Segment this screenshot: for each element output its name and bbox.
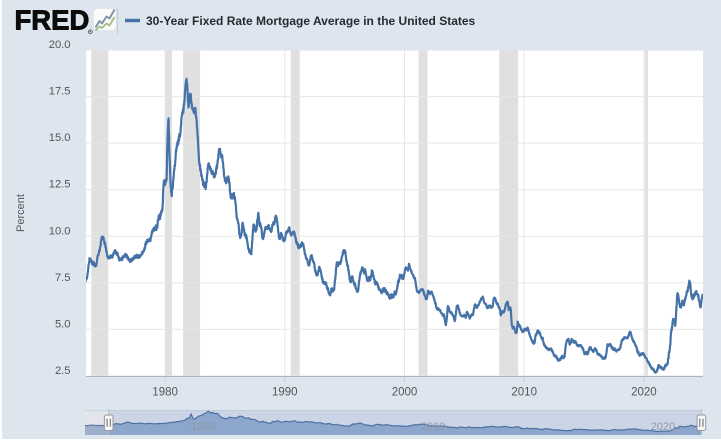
svg-text:2.5: 2.5: [55, 365, 71, 377]
svg-text:2020: 2020: [631, 387, 657, 399]
svg-text:17.5: 17.5: [49, 86, 71, 98]
svg-text:1990: 1990: [272, 387, 298, 399]
svg-text:Percent: Percent: [15, 194, 27, 232]
svg-text:7.5: 7.5: [55, 272, 71, 284]
svg-text:12.5: 12.5: [49, 179, 71, 191]
svg-text:FRED: FRED: [15, 5, 90, 36]
svg-text:2020: 2020: [651, 421, 675, 433]
svg-text:10.0: 10.0: [49, 225, 71, 237]
svg-text:1980: 1980: [152, 387, 178, 399]
svg-text:2010: 2010: [511, 387, 537, 399]
svg-text:30-Year Fixed Rate Mortgage Av: 30-Year Fixed Rate Mortgage Average in t…: [146, 14, 476, 28]
svg-text:1980: 1980: [191, 421, 215, 433]
svg-text:15.0: 15.0: [49, 132, 71, 144]
svg-text:20.0: 20.0: [49, 39, 71, 51]
svg-text:5.0: 5.0: [55, 318, 71, 330]
svg-text:2000: 2000: [421, 421, 445, 433]
svg-text:2000: 2000: [392, 387, 418, 399]
